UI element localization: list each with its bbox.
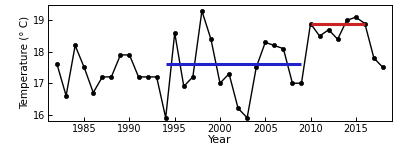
Y-axis label: Temperature (° C): Temperature (° C) <box>20 16 30 109</box>
X-axis label: Year: Year <box>208 135 232 145</box>
